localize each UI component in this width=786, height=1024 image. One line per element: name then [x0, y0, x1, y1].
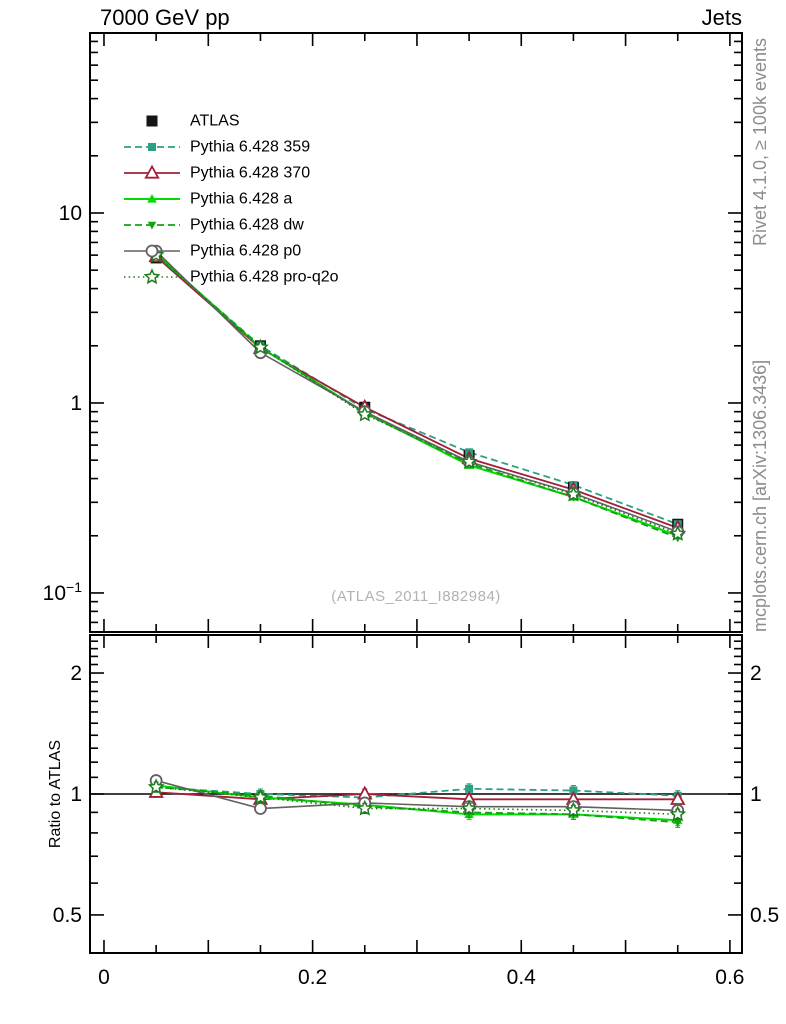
legend-label: Pythia 6.428 359: [190, 139, 310, 156]
marker-triangle-open: [144, 164, 160, 179]
legend: ATLAS Pythia 6.428 359 Pythia 6.428 370 Pyt…: [124, 113, 339, 286]
legend-item-pythia-6-428-p0: Pythia 6.428 p0: [124, 243, 301, 260]
ratio-line-pythia-6-428-p0: [155, 779, 678, 812]
marker-square: [465, 784, 474, 793]
marker-circle-open: [145, 244, 159, 258]
legend-item-pythia-6-428-370: Pythia 6.428 370: [124, 165, 310, 182]
main-y-axis-ticks: [90, 40, 742, 624]
marker-square: [146, 115, 158, 127]
ratio-y-tick-label-right: 1: [750, 783, 762, 806]
main-panel-series: [147, 244, 687, 543]
ratio-y-tick-label-left: 0.5: [53, 904, 82, 927]
marker-star-open: [147, 778, 165, 795]
marker-star-open: [669, 524, 687, 541]
main-y-tick-label: 1: [70, 392, 82, 415]
legend-item-pythia-6-428-359: Pythia 6.428 359: [124, 139, 310, 156]
series-line-pythia-6-428-359: [155, 254, 679, 526]
axis-tick-labels: 0 0.2 0.4 0.6 10 1 10−1 2 2 1 1 0.5 0.5: [43, 202, 780, 989]
ratio-markers-pythia-6-428-370: [148, 783, 686, 805]
legend-label: ATLAS: [190, 113, 240, 130]
ratio-y-tick-label-right: 0.5: [750, 904, 779, 927]
ratio-line-pythia-6-428-359: [156, 786, 678, 799]
marker-circle-open: [254, 802, 267, 815]
marker-star-open: [252, 338, 269, 355]
analysis-watermark: (ATLAS_2011_I882984): [331, 588, 501, 605]
x-tick-label: 0.2: [298, 966, 327, 989]
x-tick-label: 0.6: [715, 966, 744, 989]
marker-star-open: [356, 799, 374, 816]
series-markers-atlas: [150, 252, 684, 530]
marker-star-open: [143, 268, 161, 285]
rivet-version-note: Rivet 4.1.0, ≥ 100k events: [750, 38, 770, 246]
series-line-pythia-6-428-370: [155, 255, 679, 529]
series-markers-pythia-6-428-pro-q2o: [147, 246, 687, 541]
marker-star-open: [356, 405, 374, 422]
x-axis-ticks: [103, 33, 731, 953]
marker-triangle-down: [673, 819, 683, 827]
ratio-y-axis-ticks: [90, 640, 742, 916]
ratio-y-tick-label-right: 2: [750, 662, 762, 685]
x-tick-label: 0: [98, 966, 110, 989]
marker-square: [569, 786, 578, 795]
marker-star-open: [252, 788, 269, 805]
marker-star-open: [460, 799, 478, 816]
ratio-panel-series: [147, 774, 687, 828]
marker-triangle-open: [670, 790, 686, 805]
mcplots-arxiv-note: mcplots.cern.ch [arXiv:1306.3436]: [750, 360, 770, 632]
legend-label: Pythia 6.428 dw: [190, 217, 304, 234]
ratio-y-tick-label-left: 1: [70, 783, 82, 806]
series-markers-pythia-6-428-a: [151, 248, 683, 540]
series-markers-pythia-6-428-359: [152, 251, 682, 529]
ratio-markers-pythia-6-428-a: [151, 779, 683, 826]
plot-title-observable: Jets: [701, 5, 742, 30]
legend-label: Pythia 6.428 pro-q2o: [190, 269, 339, 286]
legend-item-pythia-6-428-dw: Pythia 6.428 dw: [124, 217, 304, 234]
plot-title-beam: 7000 GeV pp: [100, 5, 230, 30]
marker-square: [148, 143, 156, 151]
marker-star-open: [460, 452, 478, 470]
marker-star-open: [565, 485, 582, 502]
main-panel-frame: [89, 32, 743, 633]
legend-label: Pythia 6.428 a: [190, 191, 292, 208]
marker-star-open: [565, 801, 582, 818]
series-markers-pythia-6-428-p0: [149, 244, 685, 539]
marker-star-open: [669, 805, 687, 822]
marker-triangle: [147, 194, 157, 203]
legend-item-atlas: ATLAS: [146, 113, 240, 130]
ratio-line-pythia-6-428-370: [156, 791, 678, 801]
series-markers-pythia-6-428-370: [148, 248, 686, 534]
series-markers-pythia-6-428-dw: [151, 251, 683, 543]
series-line-pythia-6-428-pro-q2o: [155, 254, 679, 535]
ratio-y-tick-label-left: 2: [70, 662, 82, 685]
main-y-tick-label: 10: [59, 202, 82, 225]
x-tick-label: 0.4: [507, 966, 537, 989]
legend-item-pythia-6-428-a: Pythia 6.428 a: [124, 191, 292, 208]
ratio-line-pythia-6-428-a: [156, 784, 678, 822]
legend-label: Pythia 6.428 p0: [190, 243, 301, 260]
series-line-pythia-6-428-p0: [155, 250, 679, 533]
ratio-markers-pythia-6-428-pro-q2o: [147, 778, 687, 822]
main-y-tick-label: 10−1: [43, 579, 83, 605]
ratio-line-pythia-6-428-dw: [156, 786, 678, 824]
series-line-pythia-6-428-a: [155, 253, 679, 537]
legend-item-pythia-6-428-pro-q2o: Pythia 6.428 pro-q2o: [124, 268, 339, 286]
legend-label: Pythia 6.428 370: [190, 165, 310, 182]
marker-triangle-down: [147, 221, 157, 230]
ratio-axis-label: Ratio to ATLAS: [47, 740, 64, 848]
